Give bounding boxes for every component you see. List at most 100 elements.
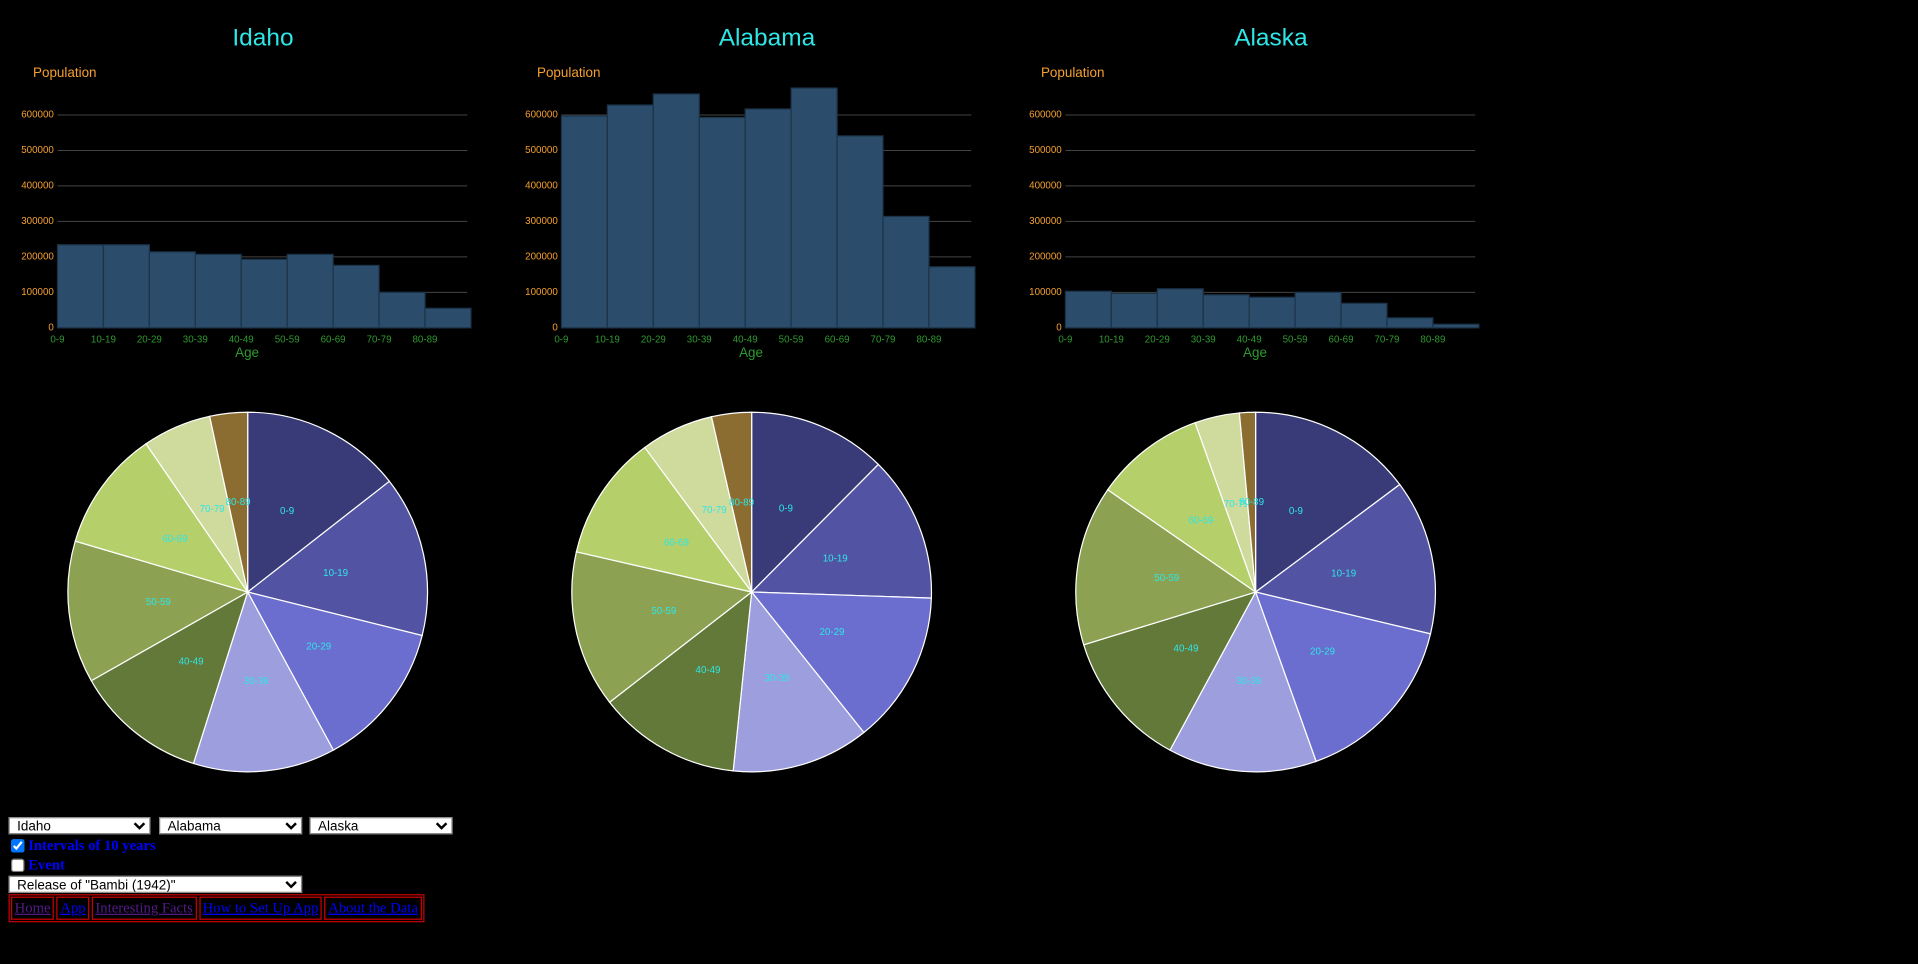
y-tick-label: 300000 — [1029, 216, 1062, 227]
event-select[interactable]: Release of "Bambi (1942)" — [8, 875, 303, 893]
chart-title: Idaho — [232, 25, 293, 52]
bar — [836, 135, 884, 329]
x-tick-label: 10-19 — [1099, 335, 1124, 346]
pie-slice — [710, 411, 753, 593]
x-tick-label: 30-39 — [183, 335, 208, 346]
bar — [606, 104, 654, 329]
y-tick-label: 500000 — [525, 145, 558, 156]
y-tick-label: 0 — [552, 322, 558, 333]
pie-slice — [247, 411, 391, 594]
slice-label: 30-39 — [764, 673, 789, 684]
y-tick-label: 0 — [48, 322, 54, 333]
pie-slice — [750, 463, 933, 599]
x-tick-label: 40-49 — [229, 335, 254, 346]
bar — [1202, 294, 1250, 329]
pie-slice — [1082, 591, 1257, 751]
state-select[interactable]: Alabama — [159, 817, 303, 835]
y-tick-label: 600000 — [21, 110, 54, 121]
nav-link[interactable]: Interesting Facts — [91, 896, 197, 920]
bar — [1340, 302, 1388, 329]
y-tick-label: 100000 — [21, 287, 54, 298]
slice-label: 40-49 — [179, 656, 204, 667]
bar — [790, 87, 838, 329]
y-tick-label: 100000 — [1029, 287, 1062, 298]
x-tick-label: 80-89 — [413, 335, 438, 346]
bar — [1064, 290, 1112, 329]
event-label: Event — [28, 856, 65, 874]
nav-link[interactable]: How to Set Up App — [198, 896, 323, 920]
pie-slice — [208, 411, 249, 593]
x-tick-label: 80-89 — [916, 335, 941, 346]
x-axis-label: Age — [739, 345, 763, 360]
nav-link[interactable]: About the Data — [324, 896, 422, 920]
bar — [744, 108, 792, 329]
x-tick-label: 40-49 — [733, 335, 758, 346]
slice-label: 10-19 — [323, 568, 348, 579]
y-tick-label: 400000 — [525, 181, 558, 192]
bar — [1294, 291, 1342, 329]
pie-slice — [74, 442, 250, 594]
bar — [102, 244, 150, 329]
event-checkbox[interactable] — [11, 858, 25, 873]
intervals-label: Intervals of 10 years — [28, 836, 156, 854]
slice-label: 80-89 — [226, 497, 251, 508]
x-tick-label: 20-29 — [137, 335, 162, 346]
pie-slice — [246, 480, 429, 637]
bar — [698, 116, 746, 329]
x-tick-label: 60-69 — [825, 335, 850, 346]
event-row: Event — [9, 856, 65, 874]
y-tick-label: 300000 — [21, 216, 54, 227]
x-tick-label: 60-69 — [1329, 335, 1354, 346]
slice-label: 20-29 — [820, 627, 845, 638]
pie-slice — [575, 446, 754, 593]
nav-link[interactable]: App — [56, 896, 90, 920]
bar — [652, 93, 700, 329]
pie-slice — [1254, 591, 1432, 763]
y-tick-label: 600000 — [525, 110, 558, 121]
slice-label: 30-39 — [1236, 676, 1261, 687]
bar — [194, 253, 242, 329]
bar — [378, 291, 426, 329]
bar — [286, 253, 334, 329]
x-tick-label: 30-39 — [687, 335, 712, 346]
y-tick-label: 300000 — [525, 216, 558, 227]
bar — [332, 264, 380, 329]
bar — [1386, 317, 1434, 329]
state-select[interactable]: Alaska — [309, 817, 453, 835]
pie-slice — [1254, 483, 1437, 635]
bar — [1110, 292, 1158, 329]
slice-label: 0-9 — [779, 503, 793, 514]
y-tick-label: 200000 — [525, 251, 558, 262]
x-tick-label: 50-59 — [1283, 335, 1308, 346]
pie-slice — [1169, 590, 1317, 773]
x-tick-label: 70-79 — [871, 335, 896, 346]
bar — [424, 307, 472, 329]
slice-label: 20-29 — [306, 642, 331, 653]
slice-label: 80-89 — [729, 497, 754, 508]
slice-label: 50-59 — [651, 606, 676, 617]
x-tick-label: 10-19 — [91, 335, 116, 346]
chart-title: Alabama — [719, 25, 816, 52]
y-tick-label: 400000 — [21, 181, 54, 192]
bar — [882, 215, 930, 329]
slice-label: 50-59 — [1154, 573, 1179, 584]
bar — [1432, 323, 1480, 329]
nav: Home App Interesting Facts How to Set Up… — [8, 894, 425, 923]
charts: Idaho Population 0 100000 200000 300000 400000… — [21, 25, 1480, 773]
state-select[interactable]: Idaho — [8, 817, 151, 835]
slice-label: 70-79 — [702, 505, 727, 516]
pie-slice — [571, 551, 754, 704]
intervals-checkbox[interactable] — [11, 839, 25, 853]
bar — [560, 115, 608, 329]
slice-label: 50-59 — [146, 597, 171, 608]
x-tick-label: 70-79 — [1374, 335, 1399, 346]
x-tick-label: 80-89 — [1420, 335, 1445, 346]
pie-slice — [1075, 488, 1258, 646]
x-axis-label: Age — [1243, 345, 1267, 360]
x-tick-label: 50-59 — [275, 335, 300, 346]
y-tick-label: 200000 — [1029, 251, 1062, 262]
pie-slice — [1255, 411, 1401, 594]
bar — [148, 251, 196, 329]
pie-slice — [90, 590, 249, 765]
nav-link[interactable]: Home — [11, 896, 55, 920]
